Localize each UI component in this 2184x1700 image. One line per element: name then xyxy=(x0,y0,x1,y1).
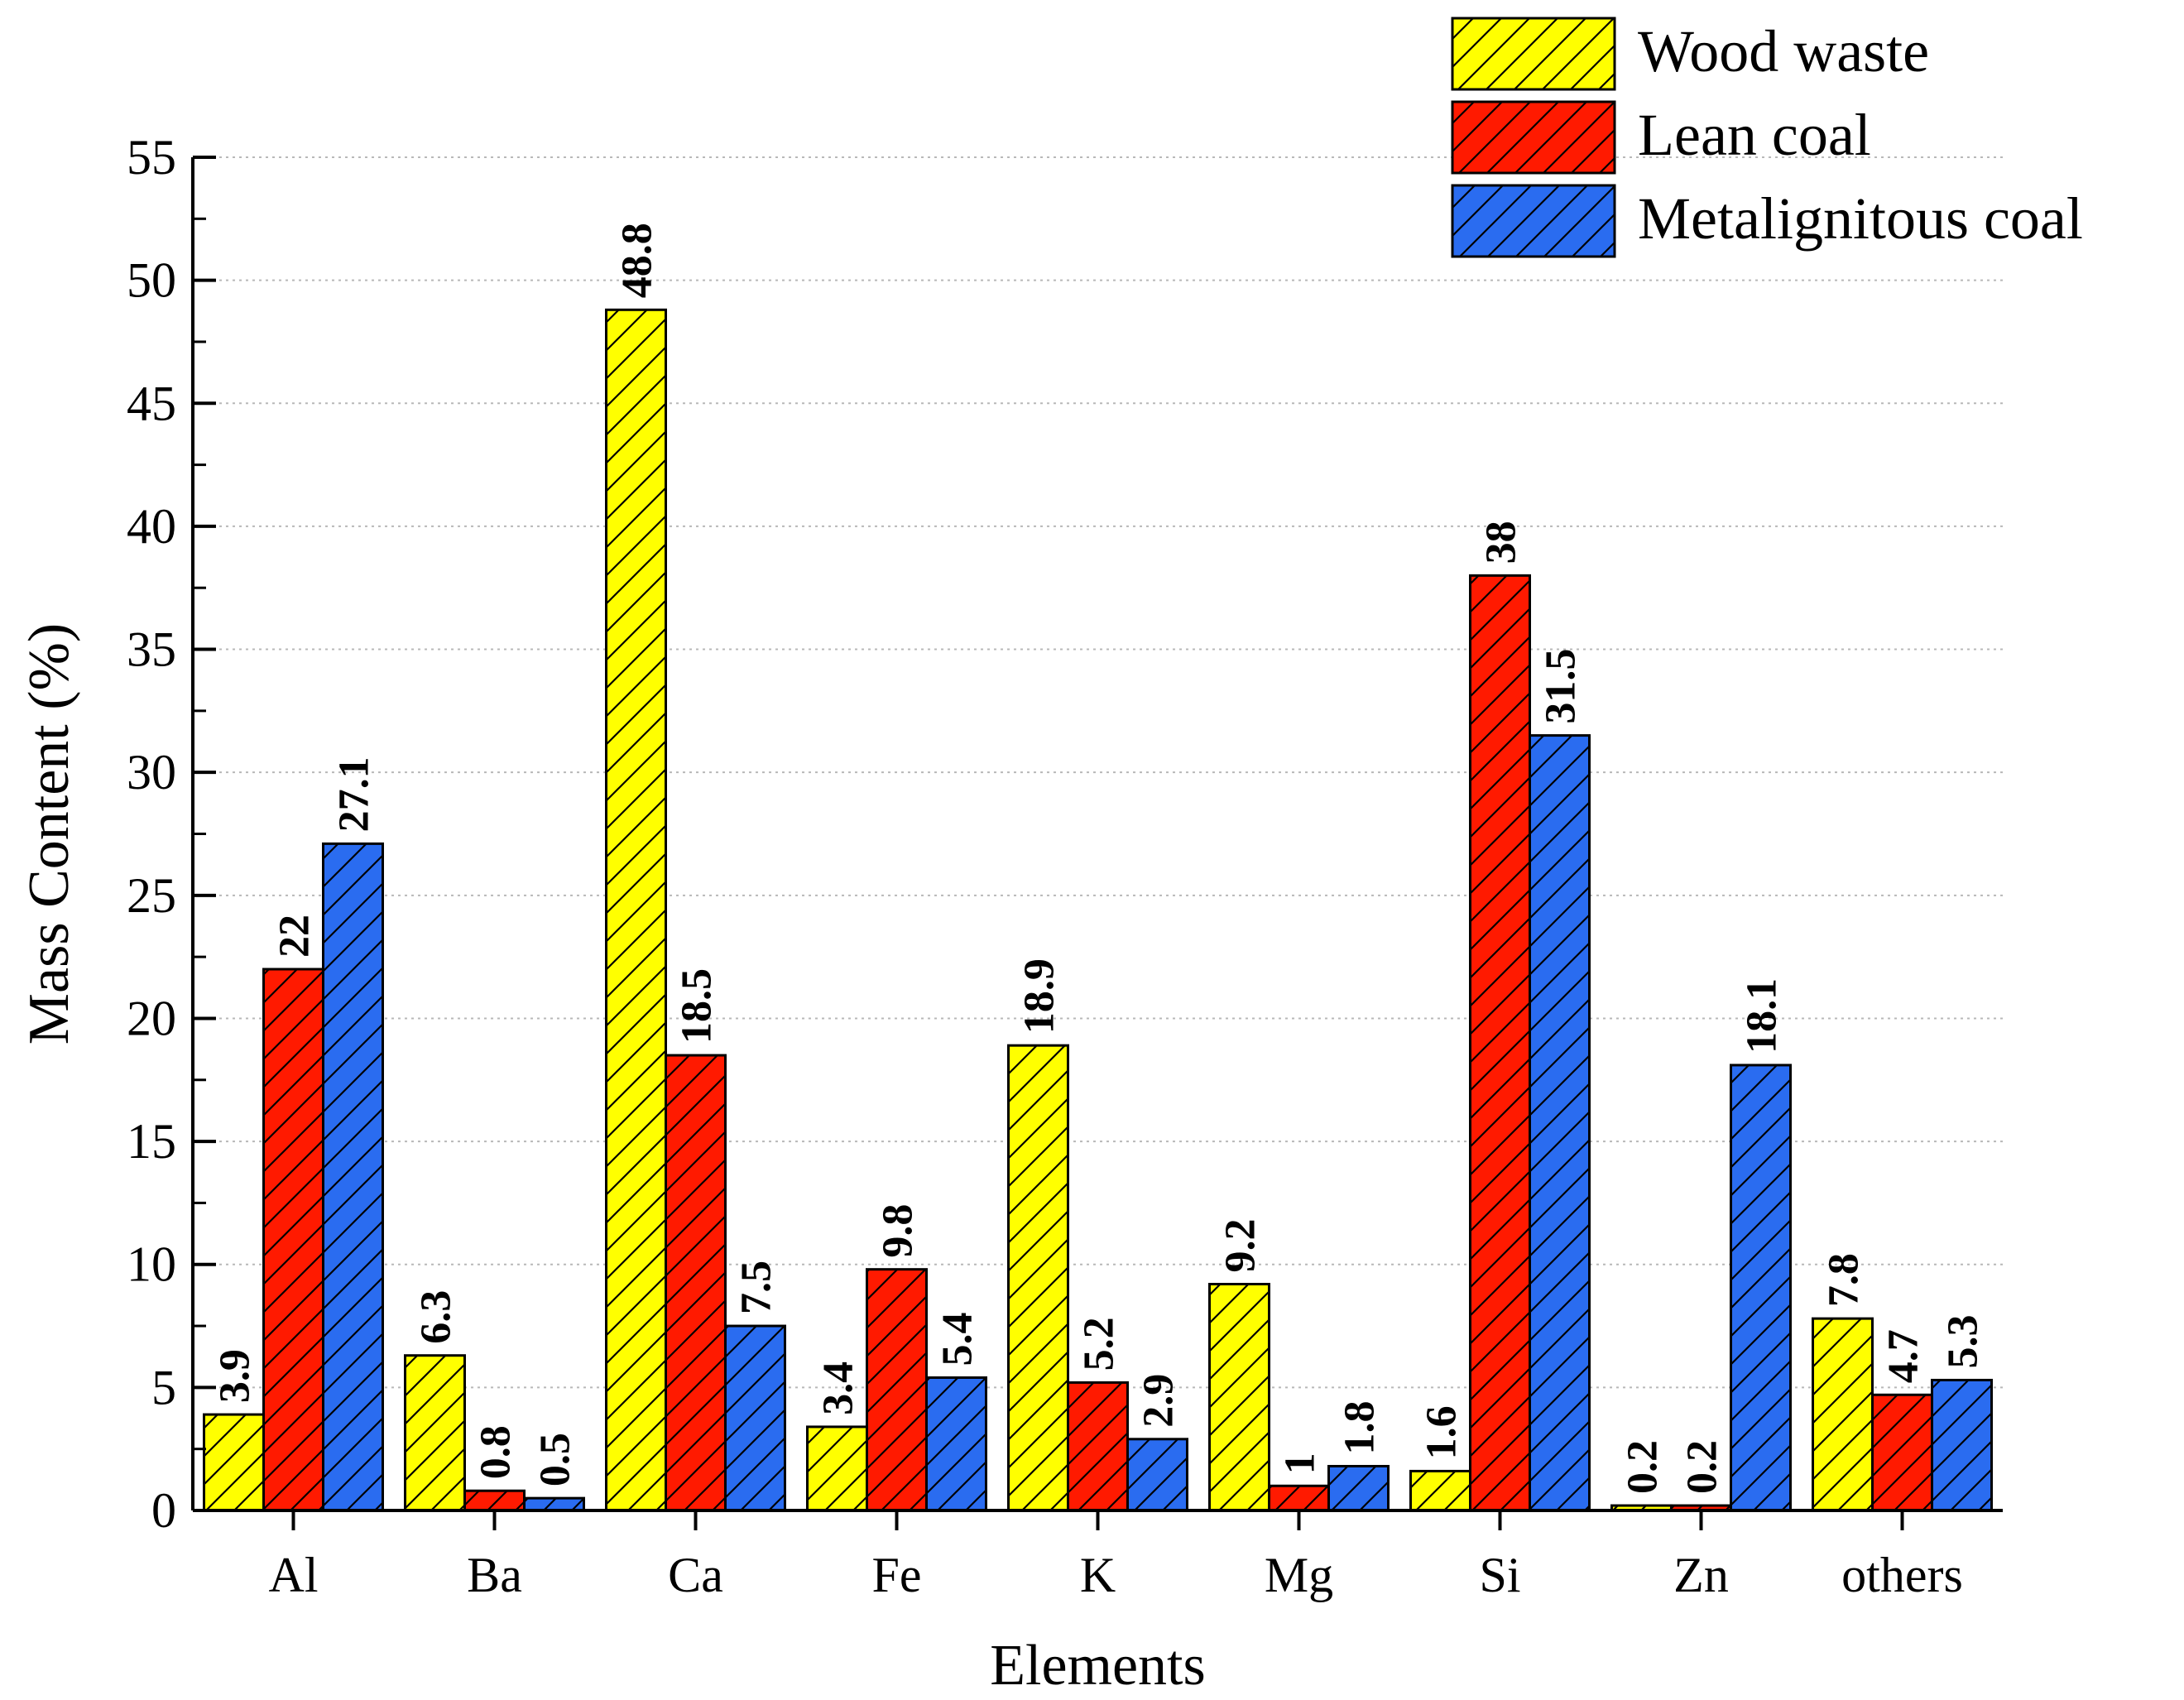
y-tick-label: 5 xyxy=(151,1360,176,1414)
bar-metalignitous-coal-others xyxy=(1931,1378,1993,1512)
data-label-wood-waste-zn: 0.2 xyxy=(1620,1440,1667,1494)
bar-lean-coal-mg xyxy=(1268,1484,1330,1512)
data-label-metalignitous-coal-k: 2.9 xyxy=(1135,1374,1183,1428)
data-label-metalignitous-coal-al: 27.1 xyxy=(331,756,378,832)
y-tick-label: 0 xyxy=(151,1483,176,1538)
bar-lean-coal-fe xyxy=(866,1268,928,1512)
data-label-metalignitous-coal-fe: 5.4 xyxy=(934,1312,982,1366)
x-tick-label-k: K xyxy=(1080,1548,1116,1602)
bars xyxy=(203,308,1993,1512)
data-label-metalignitous-coal-si: 31.5 xyxy=(1538,649,1585,724)
legend-item-lean-coal: Lean coal xyxy=(1451,100,1871,175)
bar-wood-waste-ca xyxy=(605,308,667,1512)
bar-wood-waste-mg xyxy=(1208,1283,1270,1512)
data-label-lean-coal-ca: 18.5 xyxy=(674,968,721,1044)
legend-swatch-lean-coal xyxy=(1451,100,1616,175)
bar-metalignitous-coal-si xyxy=(1529,734,1591,1512)
bar-lean-coal-si xyxy=(1469,574,1531,1512)
y-tick-label: 10 xyxy=(127,1237,176,1292)
bar-wood-waste-ba xyxy=(404,1354,466,1512)
legend-label-metalignitous-coal: Metalignitous coal xyxy=(1638,185,2083,252)
data-label-metalignitous-coal-ca: 7.5 xyxy=(733,1261,780,1314)
y-axis-title: Mass Content (%) xyxy=(17,623,81,1044)
data-label-lean-coal-fe: 9.8 xyxy=(875,1204,922,1258)
x-tick-label-ca: Ca xyxy=(668,1548,723,1602)
legend-swatch-metalignitous-coal xyxy=(1451,184,1616,258)
legend-item-metalignitous-coal: Metalignitous coal xyxy=(1451,184,2083,258)
bar-wood-waste-si xyxy=(1409,1469,1471,1512)
bar-metalignitous-coal-mg xyxy=(1327,1464,1390,1512)
x-tick-label-ba: Ba xyxy=(467,1548,522,1602)
y-tick-label: 55 xyxy=(127,130,176,185)
legend-label-lean-coal: Lean coal xyxy=(1638,102,1871,168)
data-label-lean-coal-ba: 0.8 xyxy=(473,1425,520,1479)
bar-wood-waste-al xyxy=(203,1413,265,1512)
data-label-lean-coal-k: 5.2 xyxy=(1076,1317,1123,1371)
y-tick-label: 50 xyxy=(127,253,176,308)
y-tick-label: 30 xyxy=(127,745,176,800)
bar-metalignitous-coal-fe xyxy=(925,1376,987,1512)
data-label-lean-coal-mg: 1 xyxy=(1277,1453,1324,1474)
y-tick-label: 15 xyxy=(127,1114,176,1169)
data-label-lean-coal-si: 38 xyxy=(1478,521,1525,564)
bar-lean-coal-others xyxy=(1871,1393,1933,1512)
data-label-wood-waste-others: 7.8 xyxy=(1821,1253,1868,1307)
x-tick-label-al: Al xyxy=(269,1548,319,1602)
bar-metalignitous-coal-ba xyxy=(523,1496,585,1512)
x-tick-label-others: others xyxy=(1841,1548,1963,1602)
axes: 0 5 10 15 20 25 30 35 40 45 50 55 Al Ba Ca Fe K Mg Si Zn oth… xyxy=(127,130,2003,1602)
data-label-wood-waste-fe: 3.4 xyxy=(815,1361,862,1415)
bar-wood-waste-k xyxy=(1007,1044,1069,1512)
bar-metalignitous-coal-k xyxy=(1126,1438,1188,1512)
y-tick-label: 20 xyxy=(127,991,176,1045)
data-label-metalignitous-coal-others: 5.3 xyxy=(1940,1314,1987,1368)
bar-metalignitous-coal-al xyxy=(322,842,384,1512)
data-label-lean-coal-others: 4.7 xyxy=(1880,1329,1927,1383)
data-labels: 3.9 22 27.1 6.3 0.8 0.5 48.8 18.5 7.5 3.4 9.8 5.4 18… xyxy=(212,223,1987,1494)
legend-item-wood-waste: Wood waste xyxy=(1451,17,1929,91)
data-label-lean-coal-zn: 0.2 xyxy=(1679,1440,1726,1494)
x-tick-label-si: Si xyxy=(1479,1548,1520,1602)
bar-wood-waste-others xyxy=(1812,1317,1874,1512)
data-label-wood-waste-ba: 6.3 xyxy=(413,1290,460,1344)
y-tick-label: 45 xyxy=(127,376,176,430)
data-label-wood-waste-al: 3.9 xyxy=(212,1349,259,1403)
x-axis-title: Elements xyxy=(990,1634,1205,1698)
data-label-metalignitous-coal-zn: 18.1 xyxy=(1739,978,1786,1054)
x-tick-label-mg: Mg xyxy=(1265,1548,1333,1602)
legend: Wood waste Lean coal Metalignitous coal xyxy=(1451,17,2083,258)
data-label-wood-waste-k: 18.9 xyxy=(1016,958,1063,1034)
bar-lean-coal-ca xyxy=(665,1054,727,1512)
bar-metalignitous-coal-zn xyxy=(1730,1064,1792,1512)
data-label-lean-coal-al: 22 xyxy=(271,915,319,958)
data-label-wood-waste-mg: 9.2 xyxy=(1217,1219,1265,1273)
legend-swatch-wood-waste xyxy=(1451,17,1616,91)
data-label-metalignitous-coal-mg: 1.8 xyxy=(1337,1400,1384,1454)
y-tick-label: 40 xyxy=(127,499,176,554)
legend-label-wood-waste: Wood waste xyxy=(1638,18,1929,84)
y-tick-label: 35 xyxy=(127,622,176,677)
bar-lean-coal-al xyxy=(262,968,324,1512)
bar-lean-coal-ba xyxy=(463,1489,526,1512)
y-tick-label: 25 xyxy=(127,868,176,923)
bar-lean-coal-k xyxy=(1067,1381,1129,1512)
data-label-wood-waste-ca: 48.8 xyxy=(614,223,661,298)
data-label-wood-waste-si: 1.6 xyxy=(1418,1405,1466,1459)
x-tick-label-fe: Fe xyxy=(872,1548,922,1602)
data-label-metalignitous-coal-ba: 0.5 xyxy=(532,1433,579,1486)
bar-wood-waste-fe xyxy=(806,1425,868,1512)
x-tick-label-zn: Zn xyxy=(1673,1548,1729,1602)
bar-metalignitous-coal-ca xyxy=(724,1324,786,1512)
